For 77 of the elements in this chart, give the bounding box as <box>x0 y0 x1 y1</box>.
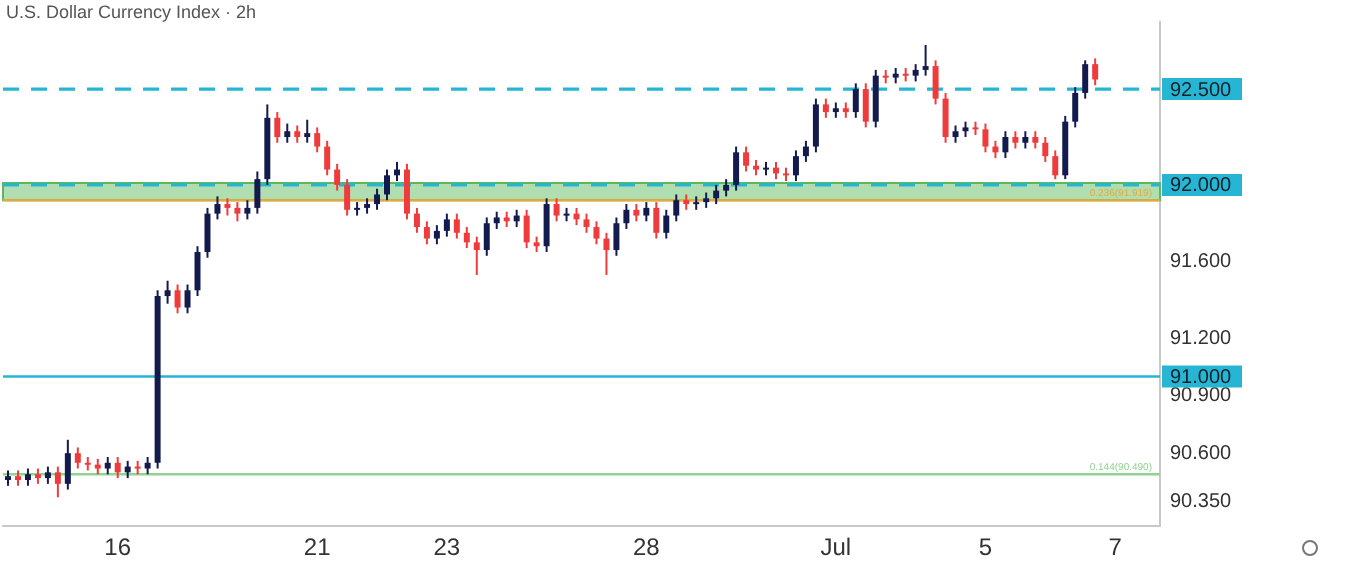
y-tick-label: 90.900 <box>1170 385 1233 408</box>
candlestick <box>922 44 929 77</box>
candlestick <box>403 162 410 221</box>
candlestick <box>942 91 949 144</box>
candlestick <box>872 68 879 129</box>
candlestick <box>374 187 381 211</box>
x-tick-label: 23 <box>433 533 461 562</box>
candlestick <box>932 59 939 106</box>
candlestick <box>473 235 480 276</box>
candlestick <box>1052 149 1059 181</box>
ref-line-label: 92.500 <box>1170 79 1233 102</box>
candlestick <box>114 456 121 480</box>
candlestick <box>174 283 181 315</box>
candlestick <box>463 226 470 250</box>
candlestick <box>733 145 740 192</box>
candlestick <box>284 122 291 144</box>
candlestick <box>812 97 819 154</box>
candlestick <box>792 149 799 183</box>
candlestick <box>234 201 241 223</box>
candlestick <box>822 97 829 119</box>
candlestick <box>743 145 750 173</box>
x-tick-label: 28 <box>632 533 661 562</box>
candlestick <box>713 183 720 206</box>
candlestick <box>324 139 331 177</box>
candlestick <box>1082 59 1089 100</box>
candlestick <box>643 201 650 223</box>
x-tick-label: 5 <box>978 533 993 562</box>
candlestick <box>244 199 251 221</box>
candlestick <box>184 283 191 315</box>
x-tick-label: 7 <box>1108 533 1123 562</box>
x-tick-label: 21 <box>303 533 332 562</box>
y-tick-label: 90.350 <box>1170 490 1233 513</box>
candlestick <box>443 212 450 238</box>
y-tick-label: 90.600 <box>1170 442 1233 465</box>
candlestick <box>64 438 71 491</box>
candlestick <box>54 465 61 499</box>
candlestick <box>344 178 351 217</box>
x-tick-label: 16 <box>104 533 132 562</box>
candlestick <box>423 220 430 246</box>
candlestick <box>1092 57 1099 87</box>
candlestick <box>413 206 420 234</box>
chart-title: U.S. Dollar Currency Index · 2h <box>6 1 257 22</box>
candlestick <box>1072 86 1079 129</box>
candlestick <box>663 208 670 240</box>
candlestick <box>553 197 560 223</box>
candlestick <box>1002 130 1009 160</box>
candlestick <box>304 118 311 144</box>
candlestick <box>543 197 550 253</box>
candlestick <box>523 208 530 250</box>
candlestick <box>453 212 460 240</box>
candlestick <box>214 195 221 221</box>
candlestick <box>862 82 869 129</box>
candlestick <box>653 201 660 240</box>
y-tick-label: 91.600 <box>1170 251 1233 274</box>
candlestick <box>384 168 391 202</box>
candlestick <box>274 111 281 144</box>
candlestick <box>433 224 440 246</box>
y-tick-label: 91.200 <box>1170 327 1233 350</box>
candlestick <box>623 203 630 230</box>
candlestick <box>613 216 620 257</box>
candlestick <box>852 82 859 119</box>
candlestick <box>254 170 261 215</box>
candlestick <box>1042 135 1049 163</box>
candlestick <box>164 279 171 305</box>
x-tick-label: Jul <box>820 533 852 562</box>
candlestick <box>802 139 809 163</box>
candlestick <box>982 122 989 154</box>
candlestick <box>204 206 211 259</box>
candlestick <box>74 446 81 470</box>
candlestick <box>603 231 610 276</box>
candlestick <box>593 220 600 246</box>
candlestick <box>334 162 341 192</box>
ref-line-label: 92.000 <box>1170 175 1233 198</box>
candlestick <box>314 126 321 154</box>
candlestick <box>483 216 490 257</box>
candlestick <box>673 193 680 223</box>
ref-line-label: 91.000 <box>1170 367 1233 390</box>
